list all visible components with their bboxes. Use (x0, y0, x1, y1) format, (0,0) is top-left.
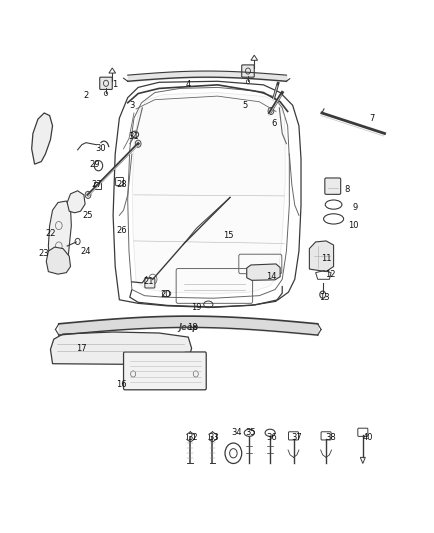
Text: 7: 7 (368, 114, 374, 123)
Circle shape (267, 107, 273, 115)
Text: 2: 2 (83, 91, 89, 100)
FancyBboxPatch shape (123, 352, 206, 390)
Polygon shape (246, 264, 279, 280)
Text: 6: 6 (270, 119, 276, 128)
Text: 13: 13 (318, 293, 329, 302)
Text: 30: 30 (95, 144, 105, 154)
FancyBboxPatch shape (324, 178, 340, 195)
Text: 11: 11 (320, 254, 331, 263)
Text: 3: 3 (129, 101, 134, 110)
Text: 35: 35 (245, 429, 256, 437)
Text: 21: 21 (143, 277, 154, 286)
Polygon shape (67, 191, 85, 213)
Text: 40: 40 (362, 433, 372, 442)
Polygon shape (48, 201, 71, 272)
Polygon shape (46, 247, 70, 274)
FancyBboxPatch shape (145, 278, 155, 288)
Polygon shape (50, 332, 191, 365)
Text: 15: 15 (222, 231, 233, 240)
Text: 5: 5 (241, 101, 247, 110)
Text: 24: 24 (81, 247, 91, 256)
Polygon shape (309, 241, 333, 272)
Text: 33: 33 (207, 433, 218, 442)
Text: 37: 37 (291, 433, 302, 442)
Text: 22: 22 (45, 229, 56, 238)
Text: 28: 28 (116, 180, 126, 189)
Text: 16: 16 (116, 379, 126, 389)
Text: 10: 10 (347, 221, 358, 230)
Text: 36: 36 (266, 433, 276, 442)
Text: 20: 20 (160, 290, 170, 299)
Text: 18: 18 (187, 324, 197, 333)
FancyBboxPatch shape (241, 65, 253, 77)
Text: 31: 31 (128, 132, 139, 141)
Text: 26: 26 (116, 226, 126, 235)
Text: 38: 38 (324, 433, 335, 442)
Polygon shape (32, 113, 53, 164)
Text: 1: 1 (112, 80, 118, 90)
Text: 14: 14 (266, 272, 276, 281)
Text: 8: 8 (343, 185, 349, 194)
FancyBboxPatch shape (99, 77, 112, 90)
Text: 34: 34 (230, 429, 241, 437)
Text: 29: 29 (89, 160, 99, 168)
Polygon shape (132, 93, 285, 294)
Text: 23: 23 (39, 249, 49, 258)
Text: 17: 17 (76, 344, 87, 353)
Text: 19: 19 (191, 303, 201, 312)
Text: 4: 4 (185, 80, 191, 90)
Text: 27: 27 (91, 180, 102, 189)
Text: 25: 25 (82, 211, 93, 220)
Text: 32: 32 (187, 433, 197, 442)
Text: 9: 9 (352, 203, 357, 212)
Circle shape (135, 140, 141, 147)
Text: 12: 12 (324, 270, 335, 279)
Text: Jeep: Jeep (178, 324, 198, 333)
Circle shape (85, 191, 91, 198)
